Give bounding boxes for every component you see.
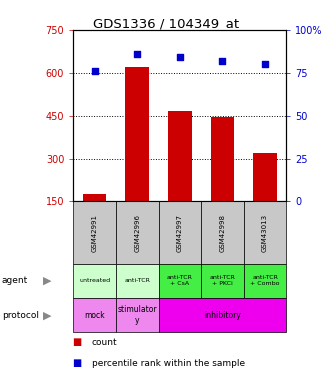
Text: protocol: protocol: [2, 310, 39, 320]
Bar: [201, 201, 244, 264]
Text: ▶: ▶: [43, 276, 52, 286]
Text: GSM42997: GSM42997: [177, 214, 183, 252]
Text: ■: ■: [73, 358, 86, 369]
Text: percentile rank within the sample: percentile rank within the sample: [92, 359, 245, 368]
Bar: [83, 194, 106, 201]
Bar: [244, 264, 286, 298]
Text: GSM42996: GSM42996: [134, 214, 140, 252]
Text: ▶: ▶: [43, 310, 52, 320]
Point: [220, 58, 225, 64]
Bar: [159, 201, 201, 264]
Bar: [159, 264, 201, 298]
Text: stimulator
y: stimulator y: [118, 306, 157, 325]
Point: [135, 51, 140, 57]
Bar: [73, 201, 116, 264]
Text: count: count: [92, 338, 117, 346]
Bar: [116, 201, 159, 264]
Bar: [73, 298, 116, 332]
Text: GSM42998: GSM42998: [219, 214, 225, 252]
Text: inhibitory: inhibitory: [204, 310, 241, 320]
Bar: [116, 264, 159, 298]
Text: ■: ■: [73, 337, 86, 347]
Bar: [244, 201, 286, 264]
Bar: [73, 264, 116, 298]
Text: GSM42991: GSM42991: [92, 214, 98, 252]
Bar: [159, 298, 286, 332]
Text: GDS1336 / 104349_at: GDS1336 / 104349_at: [94, 17, 239, 30]
Text: GSM43013: GSM43013: [262, 213, 268, 252]
Bar: [211, 117, 234, 201]
Bar: [168, 111, 191, 201]
Text: untreated: untreated: [79, 278, 110, 284]
Point: [177, 54, 182, 60]
Text: agent: agent: [2, 276, 28, 285]
Text: anti-TCR: anti-TCR: [124, 278, 150, 284]
Text: anti-TCR
+ Combo: anti-TCR + Combo: [250, 276, 280, 286]
Bar: [126, 67, 149, 201]
Text: anti-TCR
+ PKCi: anti-TCR + PKCi: [209, 276, 235, 286]
Point: [92, 68, 97, 74]
Bar: [253, 153, 277, 201]
Bar: [201, 264, 244, 298]
Text: mock: mock: [84, 310, 105, 320]
Point: [262, 61, 268, 67]
Bar: [116, 298, 159, 332]
Text: anti-TCR
+ CsA: anti-TCR + CsA: [167, 276, 193, 286]
